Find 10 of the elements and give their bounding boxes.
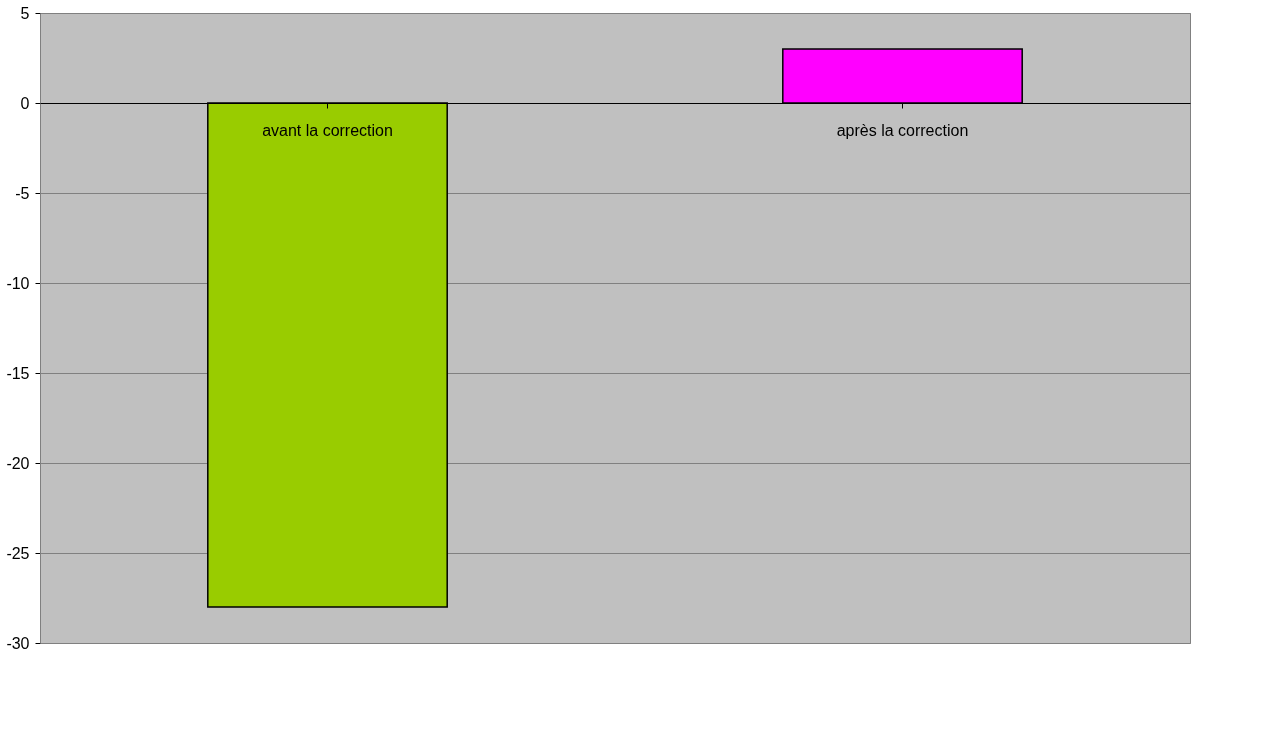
y-tick-label: -15 bbox=[6, 364, 30, 382]
y-tick-label: 0 bbox=[20, 94, 30, 112]
x-tick-label: avant la correction bbox=[262, 121, 393, 139]
y-tick-label: -10 bbox=[6, 274, 30, 292]
y-tick-label: -30 bbox=[6, 634, 30, 652]
y-tick-label: 5 bbox=[20, 4, 30, 22]
y-tick-label: -25 bbox=[6, 544, 30, 562]
y-tick-label: -5 bbox=[15, 184, 30, 202]
x-tick-label: après la correction bbox=[836, 121, 969, 139]
y-tick-label: -20 bbox=[6, 454, 30, 472]
